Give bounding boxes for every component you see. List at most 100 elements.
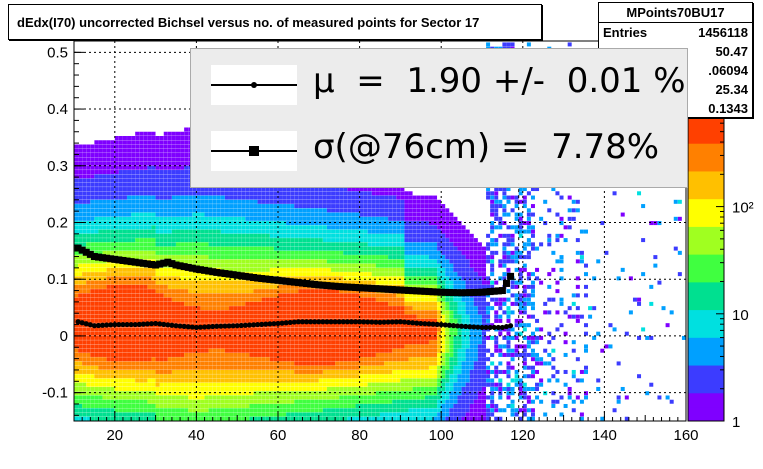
point-mean <box>332 319 338 325</box>
x-tick-label: 60 <box>270 427 287 444</box>
y-tick-label: 0 <box>60 328 68 345</box>
point-mean <box>116 321 122 328</box>
color-scale-band <box>688 240 724 256</box>
point-mean <box>434 321 440 327</box>
point-sigma <box>339 283 347 291</box>
point-sigma <box>229 271 237 279</box>
point-sigma <box>298 279 306 287</box>
stats-row: 50.47 <box>599 42 752 61</box>
point-sigma <box>241 272 249 280</box>
point-sigma <box>115 256 123 264</box>
stats-name: MPoints70BU17 <box>599 3 752 23</box>
legend-text-sigma: σ(@76cm) = 7.78% <box>313 127 660 167</box>
point-mean <box>487 324 493 331</box>
point-sigma <box>266 275 274 283</box>
point-mean <box>393 319 399 325</box>
point-sigma <box>482 288 490 296</box>
point-sigma <box>368 284 376 292</box>
point-sigma <box>172 261 180 269</box>
point-mean <box>95 322 102 329</box>
stats-row: .06094 <box>599 61 752 80</box>
point-mean <box>312 319 318 325</box>
point-mean <box>83 321 89 327</box>
point-mean <box>136 321 142 327</box>
point-sigma <box>384 285 392 293</box>
point-sigma <box>307 280 315 288</box>
point-sigma <box>474 288 482 296</box>
y-tick-label: 0.3 <box>47 158 68 175</box>
point-sigma <box>494 287 502 295</box>
color-scale-band <box>688 254 724 269</box>
point-mean <box>177 323 183 329</box>
point-mean <box>499 324 505 331</box>
point-sigma <box>164 258 172 266</box>
point-sigma <box>437 288 445 296</box>
point-mean <box>303 319 310 325</box>
point-sigma <box>429 288 437 296</box>
color-scale-band <box>688 310 724 325</box>
legend-text-mean: μ = 1.90 +/- 0.01 % <box>313 61 686 101</box>
point-sigma <box>449 289 457 297</box>
point-sigma <box>507 272 515 280</box>
point-mean <box>361 319 367 325</box>
point-mean <box>206 324 212 330</box>
point-mean <box>185 324 191 330</box>
legend-swatch <box>211 131 297 171</box>
point-sigma <box>396 286 404 294</box>
point-sigma <box>454 289 462 297</box>
point-sigma <box>400 286 408 294</box>
point-sigma <box>376 285 384 293</box>
stats-value: 50.47 <box>715 44 748 59</box>
point-sigma <box>478 288 486 296</box>
point-sigma <box>168 260 176 268</box>
point-sigma <box>250 274 258 282</box>
point-sigma <box>502 279 510 287</box>
point-mean <box>165 322 171 328</box>
point-mean <box>279 320 285 326</box>
point-sigma <box>123 257 131 265</box>
point-mean <box>405 319 412 326</box>
point-mean <box>414 320 420 326</box>
color-scale-band <box>688 116 724 131</box>
point-sigma <box>127 258 135 266</box>
point-sigma <box>94 253 102 261</box>
point-mean <box>173 323 179 329</box>
point-mean <box>491 324 497 331</box>
point-sigma <box>74 244 82 252</box>
point-sigma <box>347 283 355 291</box>
point-mean <box>214 323 220 329</box>
point-sigma <box>86 250 94 258</box>
point-sigma <box>245 273 253 281</box>
point-sigma <box>315 281 323 289</box>
point-sigma <box>290 278 298 286</box>
point-mean <box>287 319 293 326</box>
point-mean <box>450 323 457 329</box>
point-mean <box>316 319 322 325</box>
point-sigma <box>372 285 380 293</box>
point-sigma <box>217 269 225 277</box>
point-mean <box>181 323 187 329</box>
legend-swatch <box>211 65 297 105</box>
point-sigma <box>225 270 233 278</box>
point-mean <box>475 324 481 330</box>
x-tick-label: 20 <box>106 427 123 444</box>
point-sigma <box>82 248 90 256</box>
point-sigma <box>258 275 266 283</box>
stats-value: 1456118 <box>698 25 748 40</box>
point-mean <box>210 323 216 330</box>
point-sigma <box>184 263 192 271</box>
color-scale-band <box>688 351 724 367</box>
stats-value: 0.1343 <box>708 101 748 116</box>
point-sigma <box>311 280 319 288</box>
point-sigma <box>343 283 351 291</box>
point-mean <box>218 323 224 329</box>
color-scale-band <box>688 199 724 214</box>
y-tick-label: 0.1 <box>47 271 68 288</box>
point-mean <box>87 322 93 328</box>
point-mean <box>169 322 175 328</box>
point-sigma <box>78 246 86 254</box>
point-mean <box>108 322 114 328</box>
point-sigma <box>364 284 372 292</box>
axes: 20 40 60 80 100 120 140 160 -0.1 0 0.1 0.2 0.3 0.4 0.5 <box>42 40 699 444</box>
point-mean <box>369 319 375 325</box>
